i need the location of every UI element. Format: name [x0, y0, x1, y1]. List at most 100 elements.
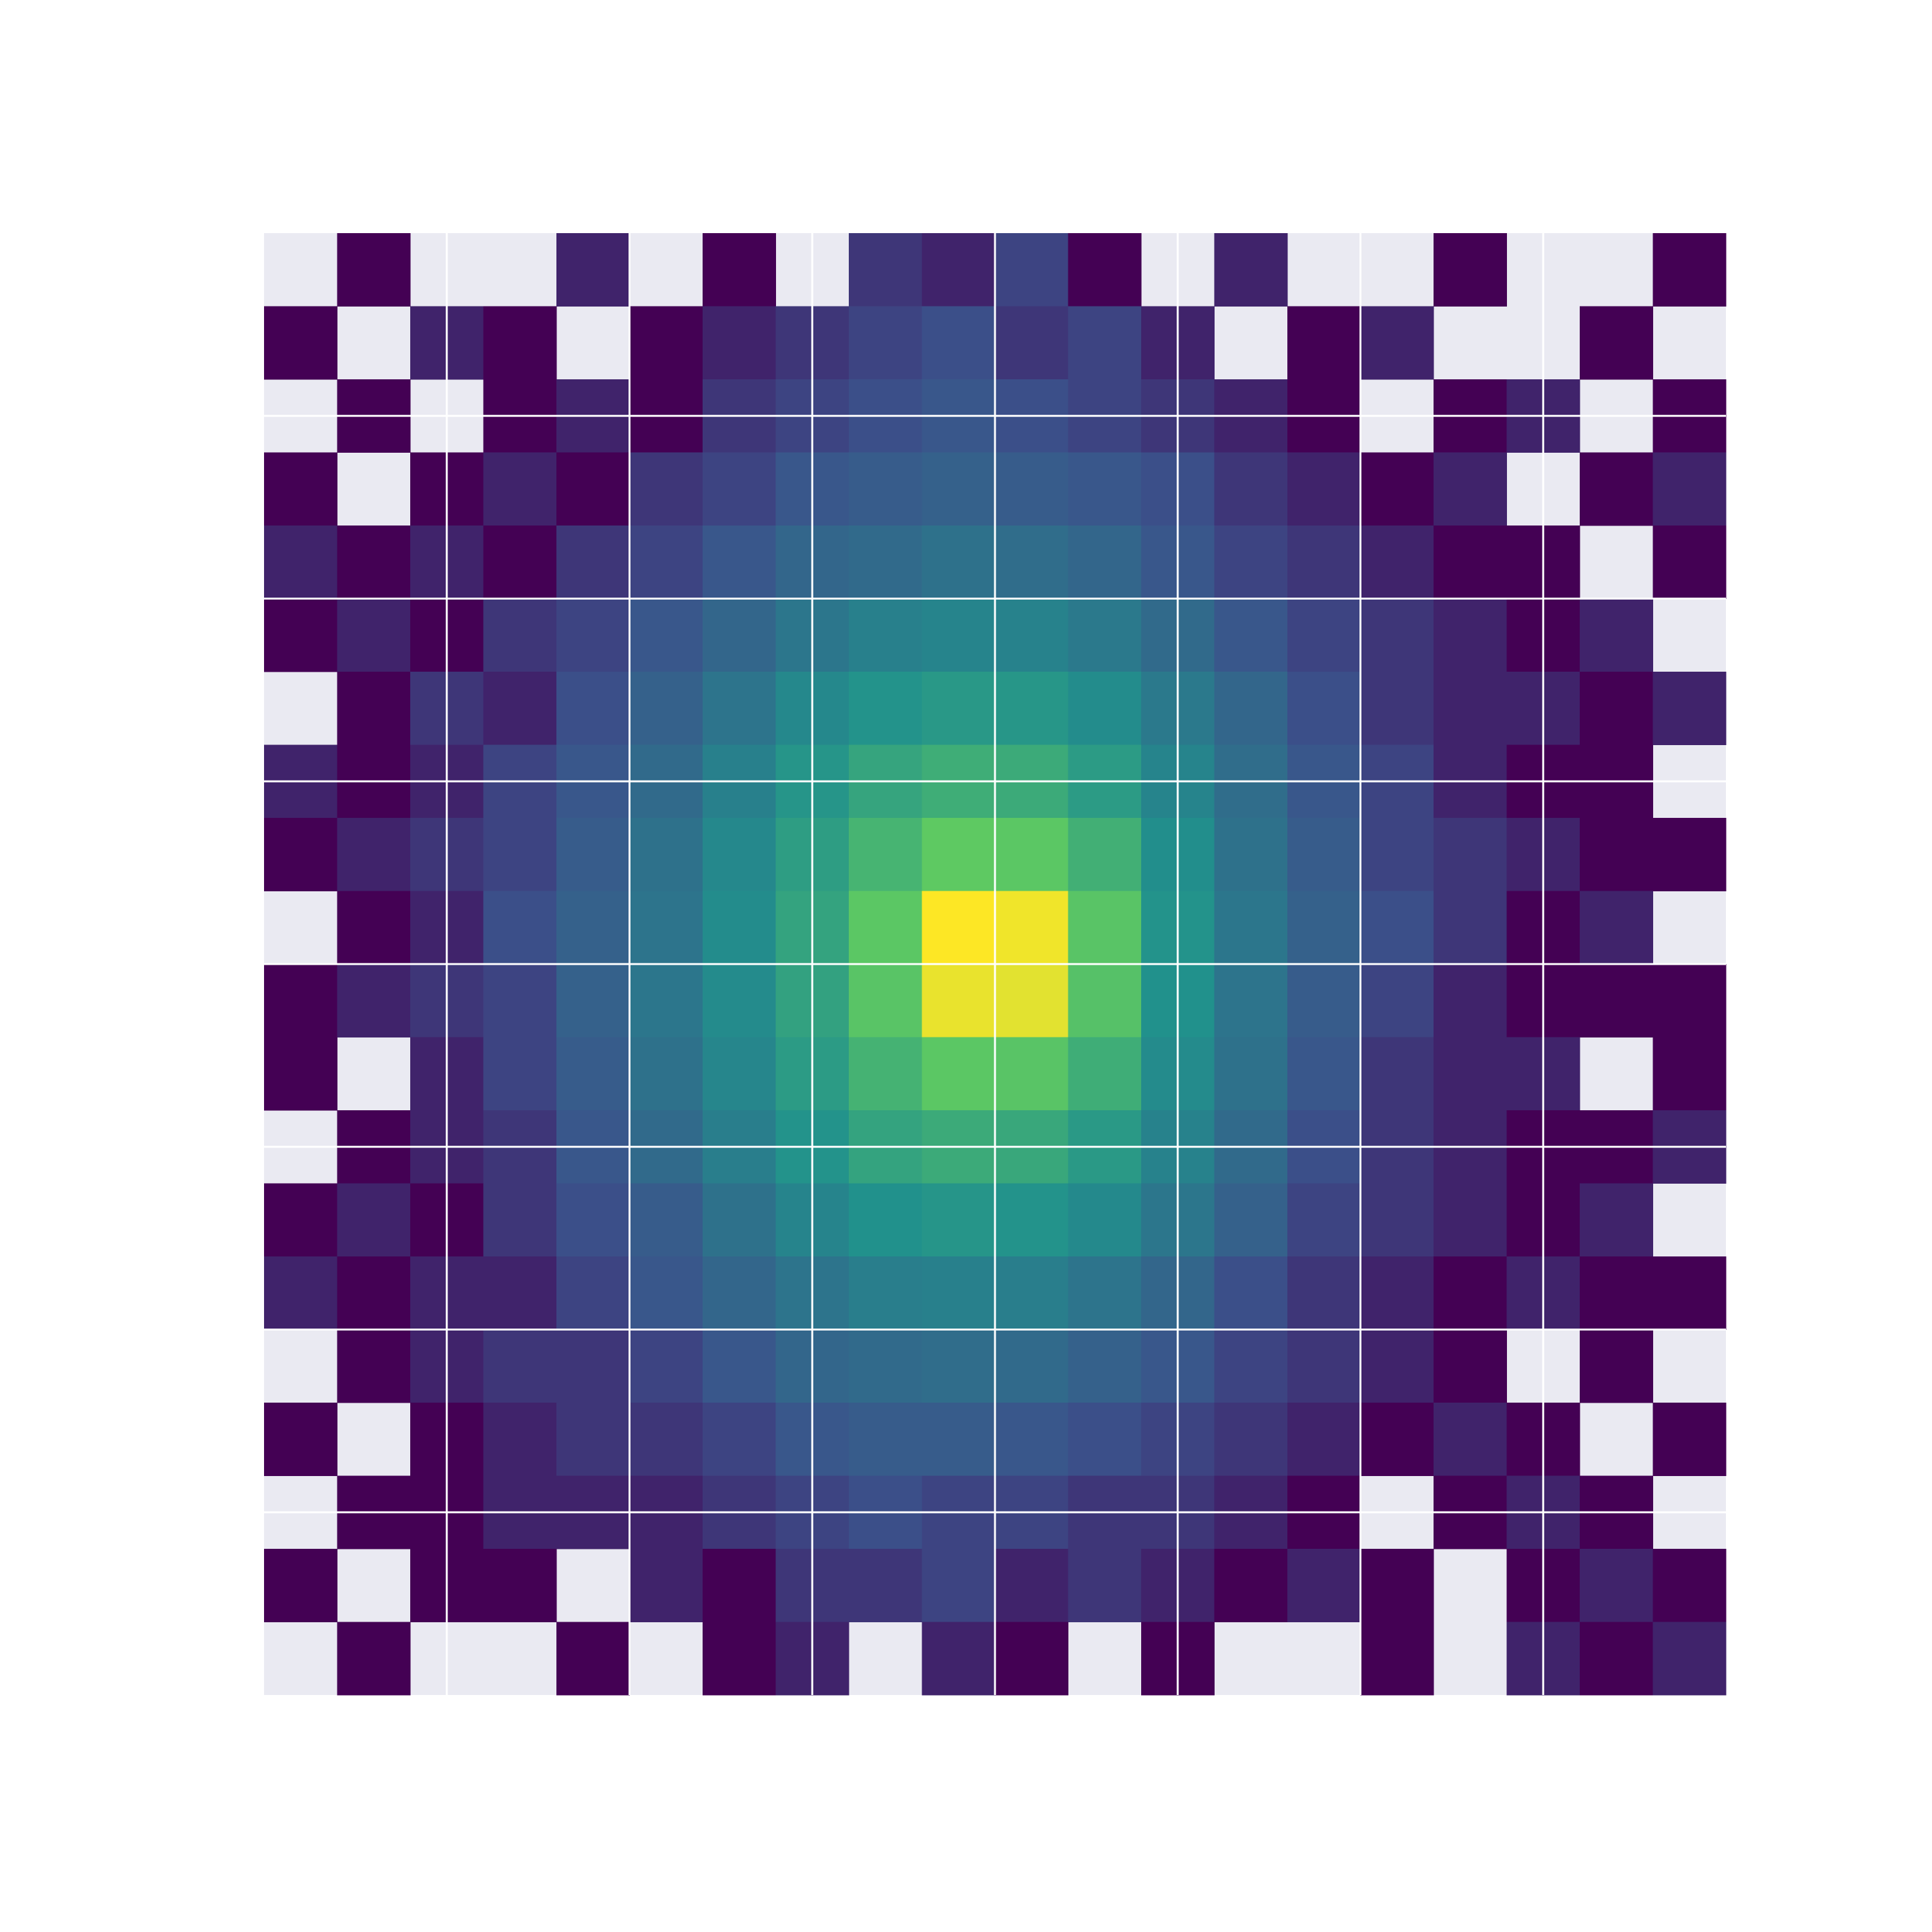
heatmap-cell — [1434, 1037, 1507, 1111]
heatmap-cell — [483, 1403, 557, 1476]
heatmap-cell — [849, 891, 922, 965]
heatmap-cell — [1360, 964, 1434, 1037]
heatmap-cell — [703, 672, 776, 745]
heatmap-cell — [1287, 306, 1361, 380]
heatmap-cell — [922, 526, 996, 599]
heatmap-cell — [1287, 526, 1361, 599]
heatmap-cell — [703, 233, 776, 307]
heatmap-cell — [483, 1037, 557, 1111]
heatmap-cell — [1434, 818, 1507, 891]
heatmap-cell — [337, 672, 411, 745]
heatmap-cell — [1287, 1256, 1361, 1330]
heatmap-cell — [556, 1037, 630, 1111]
heatmap-cell — [1434, 233, 1507, 307]
heatmap-cell — [483, 891, 557, 965]
heatmap-cell — [483, 818, 557, 891]
heatmap-cell — [995, 964, 1068, 1037]
heatmap-cell — [849, 1037, 922, 1111]
heatmap-cell — [1653, 1403, 1727, 1476]
heatmap-cell — [264, 1403, 337, 1476]
heatmap-cell — [1068, 233, 1142, 307]
heatmap-cell — [1214, 1549, 1288, 1622]
heatmap-cell — [995, 233, 1068, 307]
heatmap-cell — [556, 598, 630, 672]
heatmap-cell — [337, 1329, 411, 1403]
heatmap-cell — [1434, 598, 1507, 672]
heatmap-cell — [849, 1549, 922, 1622]
heatmap-cell — [629, 1549, 703, 1622]
heatmap-cell — [1068, 672, 1142, 745]
heatmap-cell — [922, 1403, 996, 1476]
heatmap-cell — [556, 1183, 630, 1257]
heatmap-cell — [995, 1403, 1068, 1476]
heatmap-cell — [337, 964, 411, 1037]
heatmap-cell — [995, 526, 1068, 599]
heatmap-cell — [1580, 964, 1653, 1037]
heatmap-cell — [922, 964, 996, 1037]
heatmap-cell — [849, 964, 922, 1037]
heatmap-cell — [1434, 964, 1507, 1037]
heatmap-cell — [483, 598, 557, 672]
heatmap-cell — [849, 818, 922, 891]
heatmap-cell — [483, 526, 557, 599]
heatmap-cell — [1434, 452, 1507, 526]
heatmap-cell — [629, 818, 703, 891]
heatmap-cell — [703, 1037, 776, 1111]
heatmap-cell — [922, 1549, 996, 1622]
heatmap-cell — [1068, 1403, 1142, 1476]
heatmap-cell — [703, 1256, 776, 1330]
heatmap-cell — [1287, 1403, 1361, 1476]
heatmap-cell — [264, 1256, 337, 1330]
heatmap-cell — [264, 598, 337, 672]
heatmap-cell — [1360, 672, 1434, 745]
heatmap-cell — [629, 964, 703, 1037]
heatmap-cell — [1360, 452, 1434, 526]
heatmap-cell — [629, 598, 703, 672]
heatmap-cell — [922, 891, 996, 965]
heatmap-cell — [1360, 818, 1434, 891]
heatmap-cell — [1360, 598, 1434, 672]
heatmap-cell — [1068, 598, 1142, 672]
heatmap-cell — [556, 1329, 630, 1403]
heatmap-cell — [1360, 306, 1434, 380]
heatmap-cell — [849, 306, 922, 380]
heatmap-cell — [849, 233, 922, 307]
heatmap-cell — [1068, 1329, 1142, 1403]
heatmap-cell — [1434, 891, 1507, 965]
heatmap-cell — [849, 1256, 922, 1330]
heatmap-cell — [1653, 233, 1727, 307]
heatmap-cell — [1214, 891, 1288, 965]
heatmap-cell — [629, 1037, 703, 1111]
heatmap-cell — [1068, 891, 1142, 965]
heatmap-cell — [849, 1183, 922, 1257]
heatmap-cell — [483, 1183, 557, 1257]
heatmap-cell — [1434, 1183, 1507, 1257]
heatmap-cell — [703, 1549, 776, 1622]
heatmap-cell — [264, 306, 337, 380]
heatmap-cell — [1653, 1256, 1727, 1330]
heatmap-cell — [703, 1329, 776, 1403]
heatmap-cell — [629, 1183, 703, 1257]
heatmap-cell — [264, 964, 337, 1037]
heatmap-cell — [337, 233, 411, 307]
heatmap-cell — [922, 1329, 996, 1403]
heatmap-cell — [483, 306, 557, 380]
heatmap-cell — [995, 1622, 1068, 1696]
heatmap-cell — [1214, 1256, 1288, 1330]
heatmap-cell — [849, 672, 922, 745]
heatmap-cell — [1214, 1037, 1288, 1111]
heatmap-cell — [922, 672, 996, 745]
heatmap-cell — [1580, 598, 1653, 672]
heatmap-cell — [264, 452, 337, 526]
heatmap-cell — [995, 1549, 1068, 1622]
heatmap-cell — [1287, 818, 1361, 891]
heatmap-cell — [556, 818, 630, 891]
heatmap-cell — [1214, 672, 1288, 745]
heatmap-cell — [1068, 306, 1142, 380]
heatmap-cell — [849, 1403, 922, 1476]
heatmap-cell — [1653, 1622, 1727, 1696]
heatmap-cell — [629, 1403, 703, 1476]
heatmap-cell — [995, 306, 1068, 380]
heatmap-cell — [337, 818, 411, 891]
heatmap-cell — [1434, 1403, 1507, 1476]
